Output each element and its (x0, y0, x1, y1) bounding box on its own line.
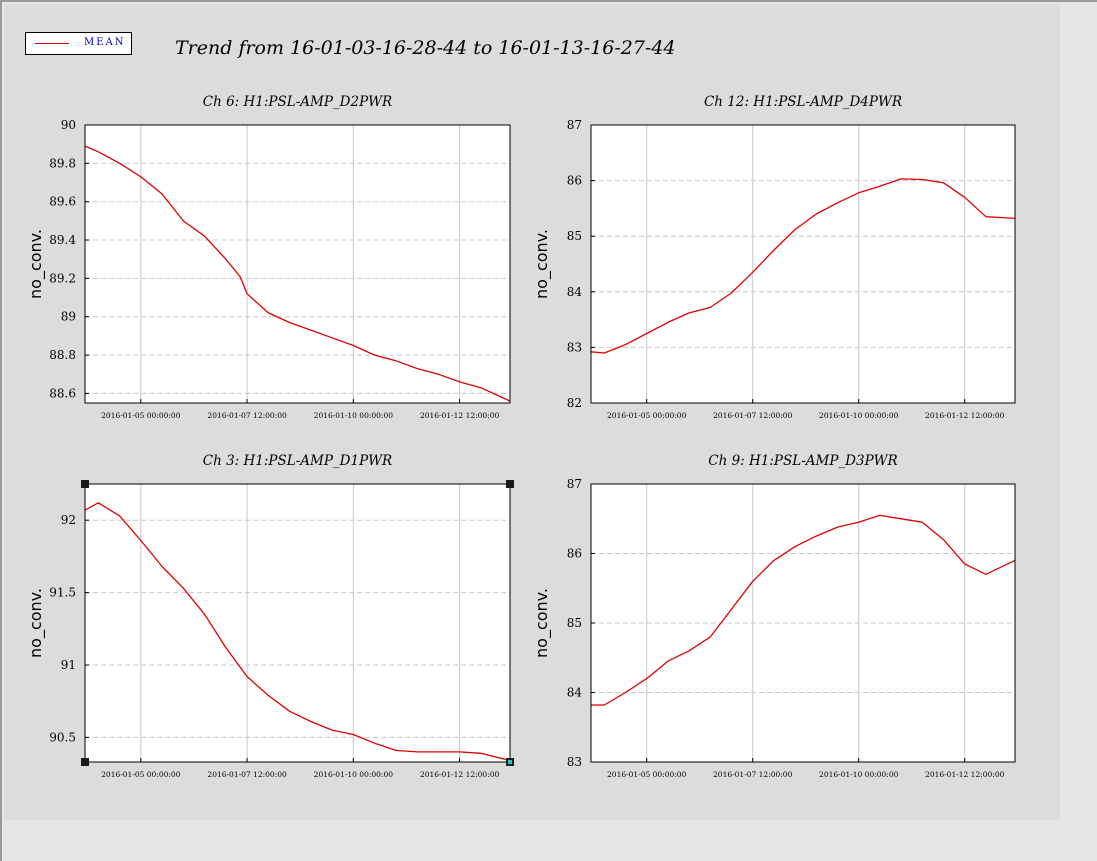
x-tick-label: 2016-01-07 12:00:00 (207, 770, 287, 779)
x-tick-label: 2016-01-10 00:00:00 (314, 770, 394, 779)
y-tick-label: 92 (61, 513, 76, 527)
x-tick-label: 2016-01-07 12:00:00 (207, 411, 287, 420)
y-axis-label: no_conv. (26, 229, 46, 299)
series-line-mean (84, 502, 511, 762)
plot-area (591, 125, 1015, 403)
y-tick-label: 84 (567, 686, 583, 700)
plot-frame (84, 124, 511, 404)
plot-frame (84, 483, 511, 763)
y-tick-label: 89.4 (49, 233, 76, 247)
x-tick-label: 2016-01-05 00:00:00 (101, 411, 181, 420)
plot-area (85, 125, 510, 403)
chart-title: Ch 9: H1:PSL-AMP_D3PWR (708, 453, 897, 469)
x-tick-label: 2016-01-10 00:00:00 (819, 411, 899, 420)
y-tick-label: 87 (567, 477, 582, 491)
y-tick-label: 89.8 (49, 156, 76, 170)
x-tick-label: 2016-01-12 12:00:00 (420, 770, 500, 779)
x-tick-label: 2016-01-07 12:00:00 (713, 770, 793, 779)
x-tick-label: 2016-01-10 00:00:00 (819, 770, 899, 779)
selection-handle-active[interactable] (508, 760, 512, 764)
series-line-mean (590, 178, 1016, 354)
y-tick-label: 90 (61, 118, 76, 132)
y-tick-label: 91.5 (49, 586, 76, 600)
plot-area (85, 484, 510, 762)
y-axis-label: no_conv. (532, 229, 552, 299)
series-line-mean (591, 514, 1016, 706)
plot-frame (590, 483, 1016, 763)
y-tick-label: 83 (567, 340, 582, 354)
chart-1: 2016-01-05 00:00:00 2016-01-07 12:00:00 20… (26, 94, 511, 420)
chart-2: 2016-01-05 00:00:00 2016-01-07 12:00:00 20… (532, 94, 1016, 420)
x-tick-label: 2016-01-10 00:00:00 (314, 411, 394, 420)
y-tick-label: 82 (567, 396, 582, 410)
series-line-mean (84, 145, 511, 402)
chart-3: 2016-01-05 00:00:00 2016-01-07 12:00:00 20… (26, 453, 514, 779)
y-tick-label: 85 (567, 229, 582, 243)
y-tick-label: 90.5 (49, 730, 76, 744)
chart-title: Ch 12: H1:PSL-AMP_D4PWR (704, 94, 902, 110)
selection-handle[interactable] (81, 480, 89, 488)
x-tick-label: 2016-01-07 12:00:00 (713, 411, 793, 420)
chart-4: 2016-01-05 00:00:00 2016-01-07 12:00:00 20… (532, 453, 1016, 779)
y-tick-label: 89 (61, 310, 76, 324)
y-tick-label: 86 (567, 174, 582, 188)
chart-title: Ch 6: H1:PSL-AMP_D2PWR (203, 94, 392, 110)
legend: MEAN (25, 32, 132, 55)
x-tick-label: 2016-01-05 00:00:00 (607, 411, 687, 420)
legend-swatch (35, 43, 69, 44)
y-tick-label: 88.6 (49, 386, 76, 400)
y-axis-label: no_conv. (26, 588, 46, 658)
y-tick-label: 89.6 (49, 195, 76, 209)
y-tick-label: 91 (61, 658, 76, 672)
x-tick-label: 2016-01-12 12:00:00 (925, 411, 1005, 420)
y-tick-label: 88.8 (49, 348, 76, 362)
y-tick-label: 86 (567, 547, 582, 561)
chart-title: Ch 3: H1:PSL-AMP_D1PWR (203, 453, 392, 469)
selection-handle[interactable] (506, 480, 514, 488)
x-tick-label: 2016-01-05 00:00:00 (101, 770, 181, 779)
plot-frame (590, 124, 1016, 404)
y-tick-label: 87 (567, 118, 582, 132)
x-tick-label: 2016-01-05 00:00:00 (607, 770, 687, 779)
y-axis-label: no_conv. (532, 588, 552, 658)
selection-handle[interactable] (81, 758, 89, 766)
legend-label: MEAN (84, 37, 126, 48)
x-tick-label: 2016-01-12 12:00:00 (925, 770, 1005, 779)
y-tick-label: 89.2 (49, 271, 76, 285)
x-tick-label: 2016-01-12 12:00:00 (420, 411, 500, 420)
y-tick-label: 83 (567, 755, 582, 769)
page-title: Trend from 16-01-03-16-28-44 to 16-01-13… (175, 37, 676, 59)
y-tick-label: 85 (567, 616, 582, 630)
y-tick-label: 84 (567, 285, 583, 299)
